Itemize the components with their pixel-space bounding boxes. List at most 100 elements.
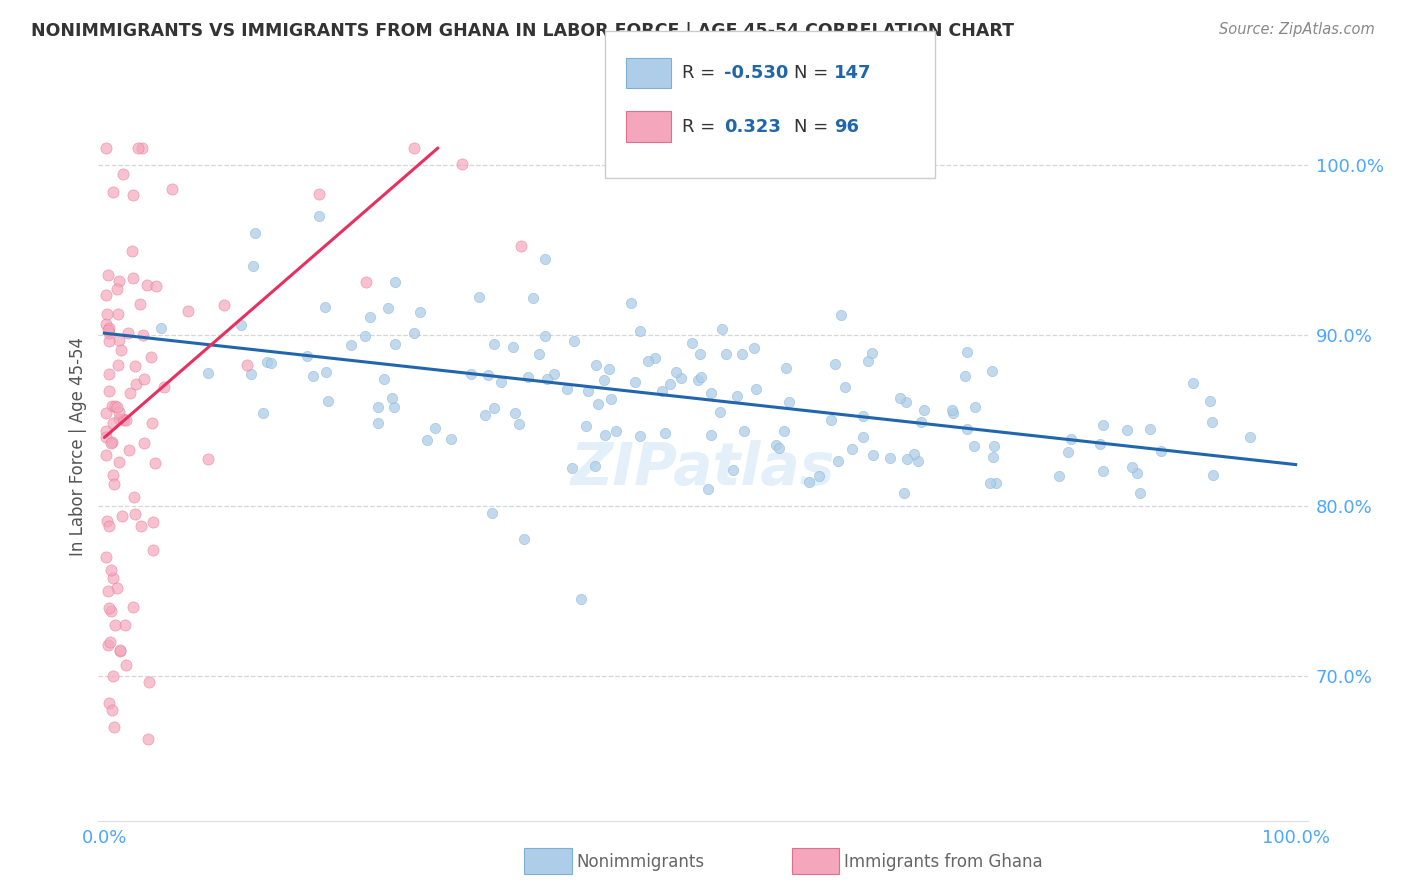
Point	[889, 391, 911, 405]
Point	[983, 439, 1005, 453]
Point	[808, 469, 831, 483]
Text: NONIMMIGRANTS VS IMMIGRANTS FROM GHANA IN LABOR FORCE | AGE 45-54 CORRELATION CH: NONIMMIGRANTS VS IMMIGRANTS FROM GHANA I…	[31, 22, 1014, 40]
Point	[745, 382, 768, 396]
Point	[963, 439, 986, 453]
Point	[583, 459, 606, 474]
Point	[142, 515, 165, 529]
Point	[893, 486, 915, 500]
Text: N =: N =	[794, 118, 841, 136]
Point	[94, 448, 117, 462]
Point	[107, 307, 129, 321]
Point	[301, 368, 323, 383]
Point	[1090, 437, 1112, 451]
Point	[373, 372, 395, 386]
Point	[941, 403, 963, 417]
Point	[827, 454, 849, 468]
Point	[593, 373, 616, 387]
Point	[308, 209, 330, 223]
Point	[97, 367, 120, 381]
Point	[131, 327, 153, 342]
Point	[94, 406, 117, 420]
Point	[852, 409, 875, 423]
Point	[97, 638, 120, 652]
Text: Nonimmigrants: Nonimmigrants	[576, 853, 704, 871]
Point	[101, 669, 124, 683]
Point	[122, 599, 145, 614]
Point	[94, 141, 117, 155]
Point	[697, 482, 720, 496]
Point	[145, 278, 167, 293]
Point	[503, 406, 526, 420]
Point	[149, 320, 172, 334]
Point	[460, 367, 482, 381]
Point	[356, 275, 378, 289]
Point	[689, 347, 711, 361]
Point	[100, 563, 122, 577]
Point	[97, 697, 120, 711]
Point	[111, 167, 134, 181]
Point	[96, 514, 118, 528]
Point	[569, 592, 592, 607]
Point	[956, 345, 979, 359]
Point	[721, 463, 744, 477]
Point	[97, 268, 120, 282]
Point	[834, 379, 856, 393]
Point	[620, 296, 643, 310]
Point	[120, 385, 142, 400]
Point	[980, 364, 1002, 378]
Point	[354, 329, 377, 343]
Point	[138, 675, 160, 690]
Point	[105, 400, 128, 414]
Point	[153, 380, 176, 394]
Point	[510, 239, 533, 253]
Text: -0.530: -0.530	[724, 64, 789, 82]
Point	[1092, 464, 1115, 478]
Text: R =: R =	[682, 118, 727, 136]
Point	[104, 399, 127, 413]
Point	[108, 405, 131, 419]
Point	[118, 442, 141, 457]
Point	[820, 412, 842, 426]
Point	[1129, 485, 1152, 500]
Point	[852, 430, 875, 444]
Point	[1056, 445, 1078, 459]
Point	[94, 430, 117, 444]
Point	[94, 317, 117, 331]
Point	[122, 490, 145, 504]
Point	[308, 186, 330, 201]
Text: 0.323: 0.323	[724, 118, 780, 136]
Point	[562, 334, 585, 348]
Point	[561, 460, 583, 475]
Point	[359, 310, 381, 324]
Point	[107, 358, 129, 372]
Point	[588, 397, 610, 411]
Point	[576, 384, 599, 398]
Point	[491, 375, 513, 389]
Point	[112, 413, 135, 427]
Point	[536, 371, 558, 385]
Point	[450, 156, 472, 170]
Point	[534, 328, 557, 343]
Point	[117, 326, 139, 340]
Point	[129, 297, 152, 311]
Point	[111, 508, 134, 523]
Point	[105, 582, 128, 596]
Point	[103, 720, 125, 734]
Point	[654, 426, 676, 441]
Point	[744, 341, 766, 355]
Point	[340, 338, 363, 352]
Point	[100, 604, 122, 618]
Point	[124, 359, 146, 373]
Point	[879, 450, 901, 465]
Point	[94, 424, 117, 438]
Point	[557, 382, 579, 396]
Point	[953, 368, 976, 383]
Point	[1239, 430, 1261, 444]
Point	[979, 476, 1001, 491]
Text: N =: N =	[794, 64, 834, 82]
Point	[775, 360, 797, 375]
Point	[98, 635, 121, 649]
Point	[1182, 376, 1205, 391]
Point	[295, 349, 318, 363]
Point	[731, 347, 754, 361]
